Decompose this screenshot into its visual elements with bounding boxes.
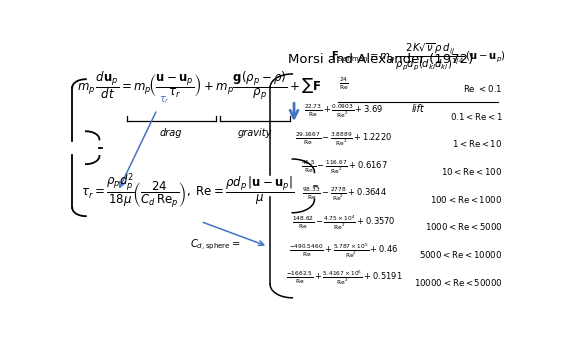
Text: $\frac{46.5}{\mathrm{Re}}-\frac{116.67}{\mathrm{Re}^2}+0.6167$: $\frac{46.5}{\mathrm{Re}}-\frac{116.67}{… [301, 158, 388, 175]
Text: $1<\mathrm{Re}<10$: $1<\mathrm{Re}<10$ [452, 138, 503, 149]
Text: $\frac{22.73}{\mathrm{Re}}+\frac{0.0903}{\mathrm{Re}^2}+3.69$: $\frac{22.73}{\mathrm{Re}}+\frac{0.0903}… [304, 103, 384, 120]
Text: $\tau_r = \dfrac{\rho_p d_p^2}{18\mu}\!\left(\dfrac{24}{C_d\,\mathrm{Re}_p}\righ: $\tau_r = \dfrac{\rho_p d_p^2}{18\mu}\!\… [81, 171, 295, 210]
Text: $C_{d,\mathrm{sphere}} =$: $C_{d,\mathrm{sphere}} =$ [190, 237, 240, 252]
Text: $\tau_r$: $\tau_r$ [159, 94, 170, 106]
Text: $5000<\mathrm{Re}<10000$: $5000<\mathrm{Re}<10000$ [420, 249, 503, 260]
Text: $10000<\mathrm{Re}<50000$: $10000<\mathrm{Re}<50000$ [414, 277, 503, 288]
Text: $100<\mathrm{Re}<1000$: $100<\mathrm{Re}<1000$ [430, 194, 503, 205]
Text: $10<\mathrm{Re}<100$: $10<\mathrm{Re}<100$ [442, 166, 503, 177]
Text: Morsi and Alexander (1972): Morsi and Alexander (1972) [288, 53, 473, 66]
Text: gravity: gravity [238, 128, 272, 138]
Text: $\frac{29.1667}{\mathrm{Re}}-\frac{3.8889}{\mathrm{Re}^2}+1.2220$: $\frac{29.1667}{\mathrm{Re}}-\frac{3.888… [296, 131, 393, 148]
Text: Re $< 0.1$: Re $< 0.1$ [463, 83, 503, 94]
Text: $\frac{-490.5460}{\mathrm{Re}}+\frac{5.787\times10^5}{\mathrm{Re}^2}+0.46$: $\frac{-490.5460}{\mathrm{Re}}+\frac{5.7… [289, 241, 399, 260]
Text: $0.1<\mathrm{Re}<1$: $0.1<\mathrm{Re}<1$ [450, 111, 503, 122]
Text: $\frac{98.33}{\mathrm{Re}}-\frac{2778}{\mathrm{Re}^2}+0.3644$: $\frac{98.33}{\mathrm{Re}}-\frac{2778}{\… [301, 186, 387, 203]
Text: $\mathbf{F}_{\mathrm{Saffman}} = m_p\,\dfrac{2K\sqrt{\nu}\,\rho\,d_{ij}}{\rho_p : $\mathbf{F}_{\mathrm{Saffman}} = m_p\,\d… [331, 42, 506, 74]
Text: $\frac{148.62}{\mathrm{Re}}-\frac{4.75\times10^4}{\mathrm{Re}^2}+0.3570$: $\frac{148.62}{\mathrm{Re}}-\frac{4.75\t… [292, 213, 396, 232]
Text: $m_p\,\dfrac{d\mathbf{u}_p}{dt} = m_p\!\left(\dfrac{\mathbf{u}-\mathbf{u}_p}{\ta: $m_p\,\dfrac{d\mathbf{u}_p}{dt} = m_p\!\… [77, 69, 321, 102]
Text: drag: drag [160, 128, 182, 138]
Text: lift: lift [412, 104, 424, 114]
Text: $\frac{-1662.5}{\mathrm{Re}}+\frac{5.4167\times10^6}{\mathrm{Re}^2}+0.5191$: $\frac{-1662.5}{\mathrm{Re}}+\frac{5.416… [286, 269, 402, 287]
Text: $1000<\mathrm{Re}<5000$: $1000<\mathrm{Re}<5000$ [425, 221, 503, 232]
Text: $\frac{24}{\mathrm{Re}}$: $\frac{24}{\mathrm{Re}}$ [339, 75, 349, 92]
